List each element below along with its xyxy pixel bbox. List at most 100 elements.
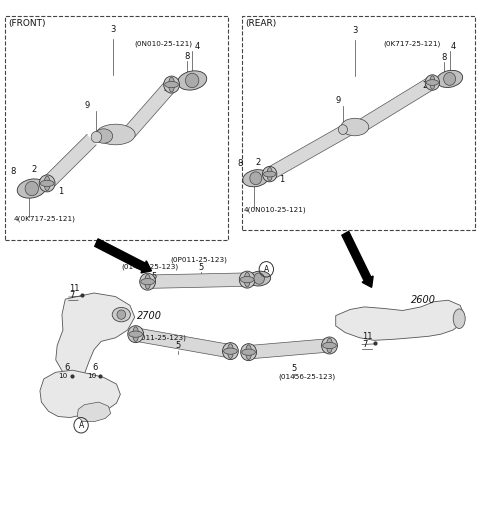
Ellipse shape [91, 132, 102, 143]
Ellipse shape [244, 272, 250, 287]
Ellipse shape [254, 273, 264, 284]
Ellipse shape [112, 308, 131, 322]
Bar [242, 16, 475, 230]
Ellipse shape [95, 129, 113, 143]
Text: 4: 4 [194, 42, 200, 51]
Text: 11: 11 [362, 332, 372, 342]
Text: 5: 5 [151, 271, 156, 281]
Text: A: A [78, 421, 84, 430]
Text: 2700: 2700 [137, 311, 162, 321]
Ellipse shape [17, 179, 47, 198]
Ellipse shape [164, 76, 180, 93]
Ellipse shape [264, 171, 276, 177]
Text: 8: 8 [237, 159, 243, 168]
Polygon shape [249, 339, 328, 359]
Text: (0N010-25-121): (0N010-25-121) [135, 41, 192, 47]
Polygon shape [77, 402, 111, 422]
Text: (0P011-25-123): (0P011-25-123) [129, 334, 186, 341]
Ellipse shape [133, 327, 139, 342]
Ellipse shape [240, 271, 255, 288]
Ellipse shape [430, 76, 435, 89]
Ellipse shape [444, 72, 456, 85]
Ellipse shape [246, 345, 252, 360]
Ellipse shape [168, 77, 174, 92]
Ellipse shape [243, 170, 269, 187]
Text: 7: 7 [362, 340, 367, 349]
Ellipse shape [145, 275, 151, 289]
Text: 1: 1 [58, 187, 63, 196]
Text: 9: 9 [336, 96, 341, 105]
Ellipse shape [165, 82, 179, 88]
Text: 5: 5 [175, 341, 180, 350]
Ellipse shape [178, 71, 207, 90]
Text: 8: 8 [442, 54, 447, 62]
Polygon shape [136, 328, 230, 358]
Text: (REAR): (REAR) [245, 19, 276, 28]
Ellipse shape [267, 167, 272, 181]
Text: (0P011-25-123): (0P011-25-123) [170, 256, 228, 263]
Ellipse shape [326, 338, 332, 353]
Text: 11: 11 [69, 284, 80, 293]
Ellipse shape [44, 176, 50, 191]
Text: 9: 9 [84, 101, 89, 110]
Text: (0K717-25-121): (0K717-25-121) [384, 41, 441, 47]
Text: (01456-25-123): (01456-25-123) [278, 374, 336, 380]
Ellipse shape [425, 75, 440, 90]
Text: 4: 4 [451, 42, 456, 51]
Ellipse shape [248, 271, 271, 286]
Polygon shape [149, 273, 246, 288]
Polygon shape [44, 134, 96, 188]
Ellipse shape [129, 331, 143, 337]
Ellipse shape [140, 273, 156, 290]
Text: A: A [264, 265, 269, 274]
Text: 10: 10 [87, 373, 96, 379]
Ellipse shape [240, 277, 254, 283]
Text: 2: 2 [255, 158, 260, 167]
Bar [5, 16, 228, 240]
Ellipse shape [141, 279, 155, 285]
Text: 3: 3 [110, 25, 116, 34]
FancyArrow shape [95, 239, 152, 273]
Ellipse shape [117, 310, 126, 319]
Ellipse shape [39, 175, 55, 192]
Text: 8: 8 [10, 167, 15, 175]
Ellipse shape [128, 326, 144, 343]
Text: (FRONT): (FRONT) [8, 19, 46, 28]
Ellipse shape [250, 172, 262, 185]
Text: 5: 5 [198, 263, 204, 272]
Ellipse shape [323, 343, 336, 349]
Text: 2: 2 [163, 84, 168, 93]
Ellipse shape [228, 344, 233, 359]
Ellipse shape [437, 70, 463, 88]
Ellipse shape [263, 166, 277, 182]
Text: 6: 6 [64, 363, 70, 372]
Ellipse shape [240, 344, 256, 361]
Text: 2600: 2600 [411, 295, 436, 305]
Ellipse shape [25, 181, 38, 196]
Ellipse shape [223, 343, 239, 360]
Ellipse shape [341, 118, 369, 136]
Ellipse shape [242, 349, 255, 356]
Text: 1: 1 [279, 175, 284, 184]
Text: 8: 8 [185, 52, 190, 61]
Polygon shape [125, 80, 176, 137]
Text: 2: 2 [32, 165, 37, 174]
Ellipse shape [185, 73, 199, 88]
Polygon shape [56, 293, 135, 377]
Text: 4(0N010-25-121): 4(0N010-25-121) [243, 207, 306, 213]
Polygon shape [336, 300, 464, 341]
Text: 2: 2 [422, 81, 428, 90]
Ellipse shape [453, 309, 465, 329]
Text: 7: 7 [69, 291, 74, 300]
Polygon shape [359, 77, 434, 131]
Text: 3: 3 [352, 26, 358, 35]
Ellipse shape [96, 124, 135, 145]
Ellipse shape [426, 79, 439, 85]
Ellipse shape [338, 125, 348, 135]
Ellipse shape [40, 180, 54, 186]
Polygon shape [268, 124, 350, 179]
Text: 6: 6 [93, 363, 98, 372]
Text: 10: 10 [58, 373, 68, 379]
Ellipse shape [224, 348, 237, 354]
Text: 5: 5 [291, 364, 296, 373]
